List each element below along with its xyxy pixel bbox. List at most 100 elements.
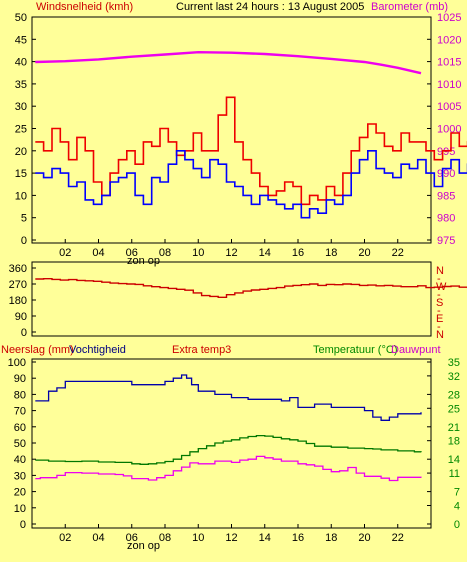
temp-xtick-label: 06 bbox=[126, 532, 138, 544]
temperature-panel-frame bbox=[31, 358, 432, 529]
temp-xtick-label: 20 bbox=[358, 532, 370, 544]
temp-ytick-label: 11 bbox=[449, 468, 460, 480]
temp-xtick-label: 18 bbox=[325, 532, 337, 544]
temp-ytick-label: 21 bbox=[448, 422, 460, 434]
temp-ytick-label: 25 bbox=[448, 403, 460, 415]
temp-xtick-label: 04 bbox=[92, 532, 104, 544]
chart-title: Current last 24 hours : 13 August 2005 bbox=[176, 1, 364, 13]
direction-letter: E bbox=[436, 313, 443, 325]
dewpoint-axis-title: Dauwpunt bbox=[391, 344, 441, 356]
direction-ytick-label: 0 bbox=[21, 327, 27, 339]
temp-xtick-label: 12 bbox=[225, 532, 237, 544]
humidity-ytick-label: 100 bbox=[8, 357, 26, 369]
wind-ytick-label: 40 bbox=[15, 57, 27, 69]
wind-axis-title: Windsnelheid (kmh) bbox=[36, 1, 133, 13]
direction-letter-sep: - bbox=[437, 273, 441, 285]
wind-xtick-label: 04 bbox=[92, 247, 104, 259]
series-layer bbox=[35, 50, 467, 482]
wind-xtick-label: 02 bbox=[59, 247, 71, 259]
wind-xtick-label: 10 bbox=[192, 247, 204, 259]
baro-ytick-label: 980 bbox=[437, 213, 455, 225]
wind-ytick-label: 45 bbox=[15, 34, 27, 46]
baro-ytick-label: 1005 bbox=[437, 101, 461, 113]
wind-ytick-label: 50 bbox=[15, 12, 27, 24]
wind-xtick-label: 22 bbox=[392, 247, 404, 259]
wind-ytick-label: 10 bbox=[15, 190, 27, 202]
wind-ytick-label: 20 bbox=[15, 146, 27, 158]
humidity-ytick-label: 30 bbox=[14, 470, 26, 482]
direction-letters: N-W-S-E-N bbox=[436, 265, 447, 341]
wind-xtick-label: 16 bbox=[292, 247, 304, 259]
temp-ytick-label: 35 bbox=[448, 357, 460, 369]
wind-ytick-label: 0 bbox=[21, 235, 27, 247]
humidity-ytick-label: 50 bbox=[14, 438, 26, 450]
temp-xtick-label: 10 bbox=[192, 532, 204, 544]
direction-ytick-label: 90 bbox=[15, 311, 27, 323]
baro-ytick-label: 985 bbox=[437, 190, 455, 202]
direction-ytick-label: 270 bbox=[9, 279, 27, 291]
wind-xtick-label: 18 bbox=[325, 247, 337, 259]
wind-panel-frame bbox=[31, 16, 432, 244]
humidity-series-line bbox=[35, 374, 422, 421]
rain-axis-title: Neerslag (mm) bbox=[1, 344, 74, 356]
humidity-ytick-label: 20 bbox=[14, 487, 26, 499]
wind-ytick-label: 25 bbox=[15, 124, 27, 136]
wind-xtick-label: 06 bbox=[126, 247, 138, 259]
sunrise-note-bottom: zon op bbox=[127, 540, 160, 552]
sunrise-note-top: zon op bbox=[127, 255, 160, 267]
direction-letter: S bbox=[436, 297, 443, 309]
temperature-series-line bbox=[35, 434, 422, 465]
direction-letter-sep: - bbox=[437, 321, 441, 333]
temp-xtick-label: 14 bbox=[259, 532, 271, 544]
humidity-ytick-label: 10 bbox=[14, 503, 26, 515]
baro-ytick-label: 1015 bbox=[437, 57, 461, 69]
barometer-axis-title: Barometer (mb) bbox=[371, 1, 448, 13]
baro-ytick-label: 1025 bbox=[437, 12, 461, 24]
temp-ytick-label: 28 bbox=[448, 389, 460, 401]
humidity-ytick-label: 90 bbox=[14, 373, 26, 385]
gust-series-line bbox=[35, 96, 467, 206]
wind-ytick-label: 15 bbox=[15, 168, 27, 180]
direction-ytick-label: 360 bbox=[9, 263, 27, 275]
temp-ytick-label: 18 bbox=[448, 436, 460, 448]
humidity-ytick-label: 60 bbox=[14, 422, 26, 434]
temp-xtick-label: 16 bbox=[292, 532, 304, 544]
wind-xtick-label: 20 bbox=[358, 247, 370, 259]
dewpoint-series-line bbox=[35, 455, 422, 482]
baro-ytick-label: 1010 bbox=[437, 79, 461, 91]
humidity-axis-title: Vochtigheid bbox=[69, 344, 126, 356]
temp-ytick-label: 7 bbox=[454, 487, 460, 499]
temp-ytick-label: 4 bbox=[454, 500, 460, 512]
direction-letter-sep: - bbox=[437, 305, 441, 317]
baro-ytick-label: 990 bbox=[437, 168, 455, 180]
humidity-ytick-label: 40 bbox=[14, 454, 26, 466]
extra-temp-title: Extra temp3 bbox=[172, 344, 231, 356]
direction-ytick-label: 180 bbox=[9, 295, 27, 307]
baro-ytick-label: 1020 bbox=[437, 34, 461, 46]
direction-letter-sep: - bbox=[437, 289, 441, 301]
temp-ytick-label: 0 bbox=[454, 519, 460, 531]
wind-xtick-label: 08 bbox=[159, 247, 171, 259]
average-series-line bbox=[35, 150, 467, 219]
temp-xtick-label: 02 bbox=[59, 532, 71, 544]
wind-xtick-label: 12 bbox=[225, 247, 237, 259]
direction-panel-frame bbox=[31, 261, 432, 337]
humidity-ytick-label: 80 bbox=[14, 389, 26, 401]
baro-ytick-label: 975 bbox=[437, 235, 455, 247]
baro-ytick-label: 995 bbox=[437, 146, 455, 158]
temperature-axis-title: Temperatuur (°C) bbox=[313, 344, 397, 356]
direction-letter: N bbox=[436, 329, 444, 341]
humidity-ytick-label: 0 bbox=[20, 519, 26, 531]
wind-xtick-label: 14 bbox=[259, 247, 271, 259]
wind-ytick-label: 5 bbox=[21, 213, 27, 225]
direction-letter: N bbox=[436, 265, 444, 277]
temp-xtick-label: 08 bbox=[159, 532, 171, 544]
temp-xtick-label: 22 bbox=[392, 532, 404, 544]
wind-ytick-label: 30 bbox=[15, 101, 27, 113]
temp-ytick-label: 14 bbox=[448, 454, 460, 466]
barometer-series-line bbox=[35, 50, 422, 75]
wind-ytick-label: 35 bbox=[15, 79, 27, 91]
temp-ytick-label: 32 bbox=[448, 371, 460, 383]
